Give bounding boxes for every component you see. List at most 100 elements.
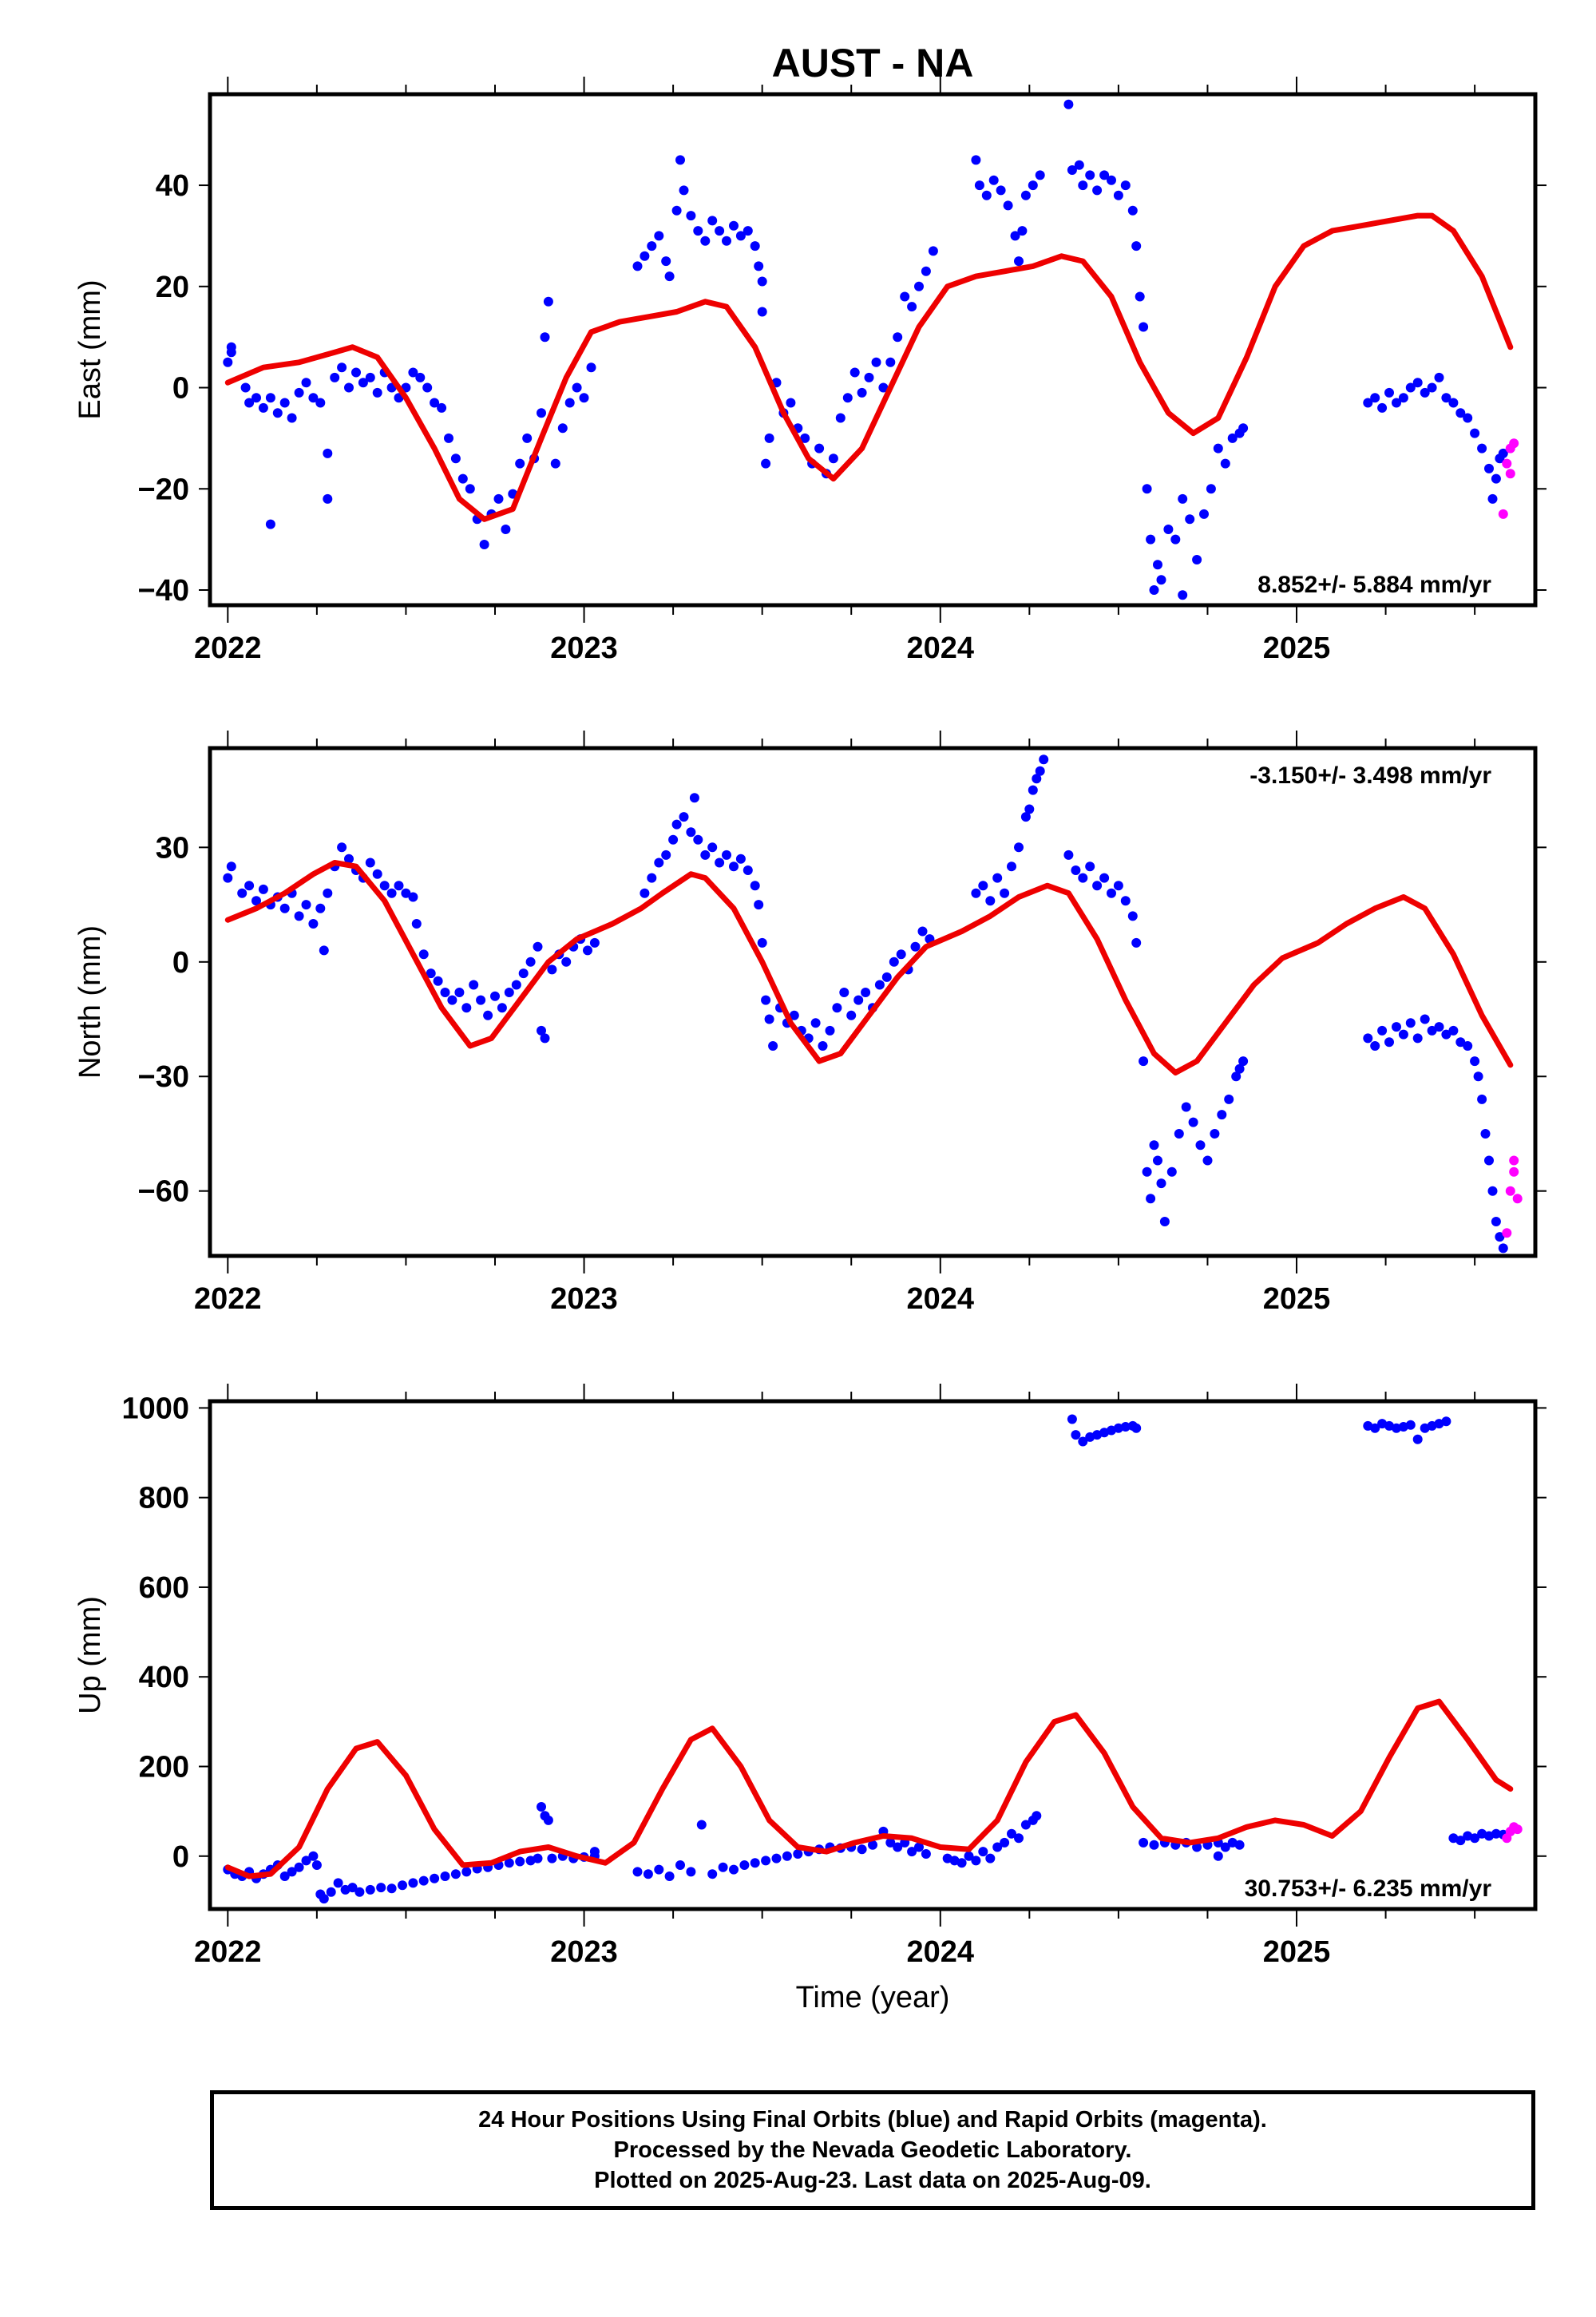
rapid-orbit-point: [1498, 509, 1508, 519]
final-orbit-point: [1455, 1037, 1466, 1048]
final-orbit-point: [768, 1041, 778, 1051]
final-orbit-point: [1035, 170, 1045, 180]
final-orbit-point: [1020, 1820, 1031, 1830]
x-tick-label: 2023: [550, 1935, 618, 1969]
final-orbit-point: [910, 941, 921, 952]
final-orbit-point: [896, 949, 906, 960]
final-orbit-point: [992, 873, 1003, 883]
final-orbit-point: [1014, 1833, 1024, 1844]
final-orbit-point: [1092, 1430, 1103, 1440]
final-orbit-point: [1092, 881, 1103, 891]
final-orbit-point: [1498, 1243, 1508, 1254]
x-tick-label: 2023: [550, 1282, 618, 1316]
final-orbit-point: [842, 393, 853, 403]
final-orbit-point: [344, 382, 354, 393]
final-orbit-point: [1448, 398, 1459, 408]
final-orbit-point: [1153, 560, 1162, 570]
final-orbit-point: [956, 1858, 967, 1868]
final-orbit-point: [992, 1842, 1003, 1852]
final-orbit-point: [1455, 408, 1466, 418]
final-orbit-point: [547, 964, 557, 975]
final-orbit-point: [1078, 180, 1088, 191]
final-orbit-point: [640, 251, 650, 261]
plot-frame: [208, 1399, 1538, 1911]
final-orbit-point: [1113, 1423, 1123, 1433]
final-orbit-point: [693, 834, 703, 845]
final-orbit-point: [1480, 1129, 1491, 1139]
final-orbit-point: [279, 1871, 290, 1881]
final-orbit-point: [1441, 393, 1451, 403]
x-tick-label: 2025: [1263, 632, 1331, 665]
velocity-annotation: 8.852+/- 5.884 mm/yr: [1257, 572, 1491, 598]
panel-1: 2022 2023 2024 2025 −40 −20 0 20 40 East (mm) 8.85…: [73, 77, 1546, 665]
final-orbit-point: [1384, 1420, 1394, 1431]
final-orbit-point: [1484, 1155, 1494, 1166]
model-fit-line: [224, 212, 1514, 522]
final-orbit-point: [1441, 1029, 1451, 1040]
final-orbit-point: [1120, 896, 1131, 906]
final-orbit-point: [561, 957, 572, 967]
final-orbit-point: [240, 382, 251, 393]
final-orbit-point: [294, 387, 304, 398]
final-orbit-point: [874, 980, 885, 990]
final-orbit-point: [1470, 428, 1480, 438]
final-orbit-point: [244, 881, 255, 891]
final-orbit-point: [1035, 766, 1045, 776]
final-orbit-point: [308, 1851, 319, 1861]
final-orbit-point: [1470, 1833, 1480, 1844]
final-orbit-point: [814, 443, 825, 453]
final-orbit-point: [294, 1862, 304, 1872]
final-orbit-point: [757, 307, 767, 317]
final-orbit-point: [1092, 185, 1103, 196]
final-orbit-point: [889, 957, 899, 967]
final-orbit-point: [1181, 1102, 1191, 1112]
final-orbit-point: [365, 1884, 375, 1895]
final-orbit-point: [735, 231, 746, 241]
final-orbit-point: [294, 911, 304, 921]
final-orbit-point: [1234, 1063, 1245, 1074]
y-tick-label: 600: [139, 1571, 189, 1605]
final-orbit-point: [1120, 1422, 1131, 1432]
final-orbit-point: [493, 493, 504, 504]
final-orbit-point: [846, 1010, 857, 1020]
final-orbit-point: [1166, 1166, 1177, 1177]
final-orbit-point: [1142, 484, 1152, 494]
final-orbit-point: [964, 1851, 974, 1861]
final-orbit-point: [337, 842, 347, 853]
final-orbit-point: [1412, 1434, 1423, 1444]
footer-line-2: Processed by the Nevada Geodetic Laborat…: [613, 2137, 1132, 2163]
final-orbit-point: [1217, 1110, 1227, 1120]
final-orbit-point: [1384, 387, 1394, 398]
final-orbit-point: [1153, 1155, 1162, 1166]
final-orbit-point: [761, 1856, 771, 1866]
final-orbit-point: [469, 980, 479, 990]
final-orbit-point: [1071, 865, 1081, 875]
y-tick-label: 40: [156, 169, 189, 203]
final-orbit-point: [1202, 1155, 1213, 1166]
final-orbit-point: [679, 812, 689, 822]
final-orbit-point: [440, 988, 450, 997]
final-orbit-point: [1441, 1416, 1451, 1427]
x-tick-label: 2022: [194, 1282, 262, 1316]
final-orbit-point: [857, 387, 867, 398]
final-orbit-point: [1238, 1056, 1249, 1067]
final-orbit-point: [671, 205, 682, 216]
final-orbit-point: [323, 448, 333, 458]
final-orbit-point: [1063, 99, 1074, 109]
final-orbit-point: [729, 220, 739, 231]
final-orbit-point: [707, 216, 718, 226]
final-orbit-point: [917, 926, 928, 937]
final-orbit-point: [750, 1858, 760, 1868]
final-orbit-point: [379, 881, 390, 891]
final-orbit-point: [543, 296, 553, 307]
x-axis-label: Time (year): [796, 1981, 950, 2014]
final-orbit-point: [1210, 1129, 1220, 1139]
final-orbit-point: [1032, 1811, 1042, 1821]
final-orbit-point: [543, 1815, 553, 1825]
final-orbit-point: [640, 888, 650, 898]
final-orbit-point: [1024, 804, 1035, 814]
y-tick-label: −30: [138, 1060, 189, 1094]
final-orbit-point: [1484, 463, 1494, 473]
y-tick-label: −20: [138, 473, 189, 506]
